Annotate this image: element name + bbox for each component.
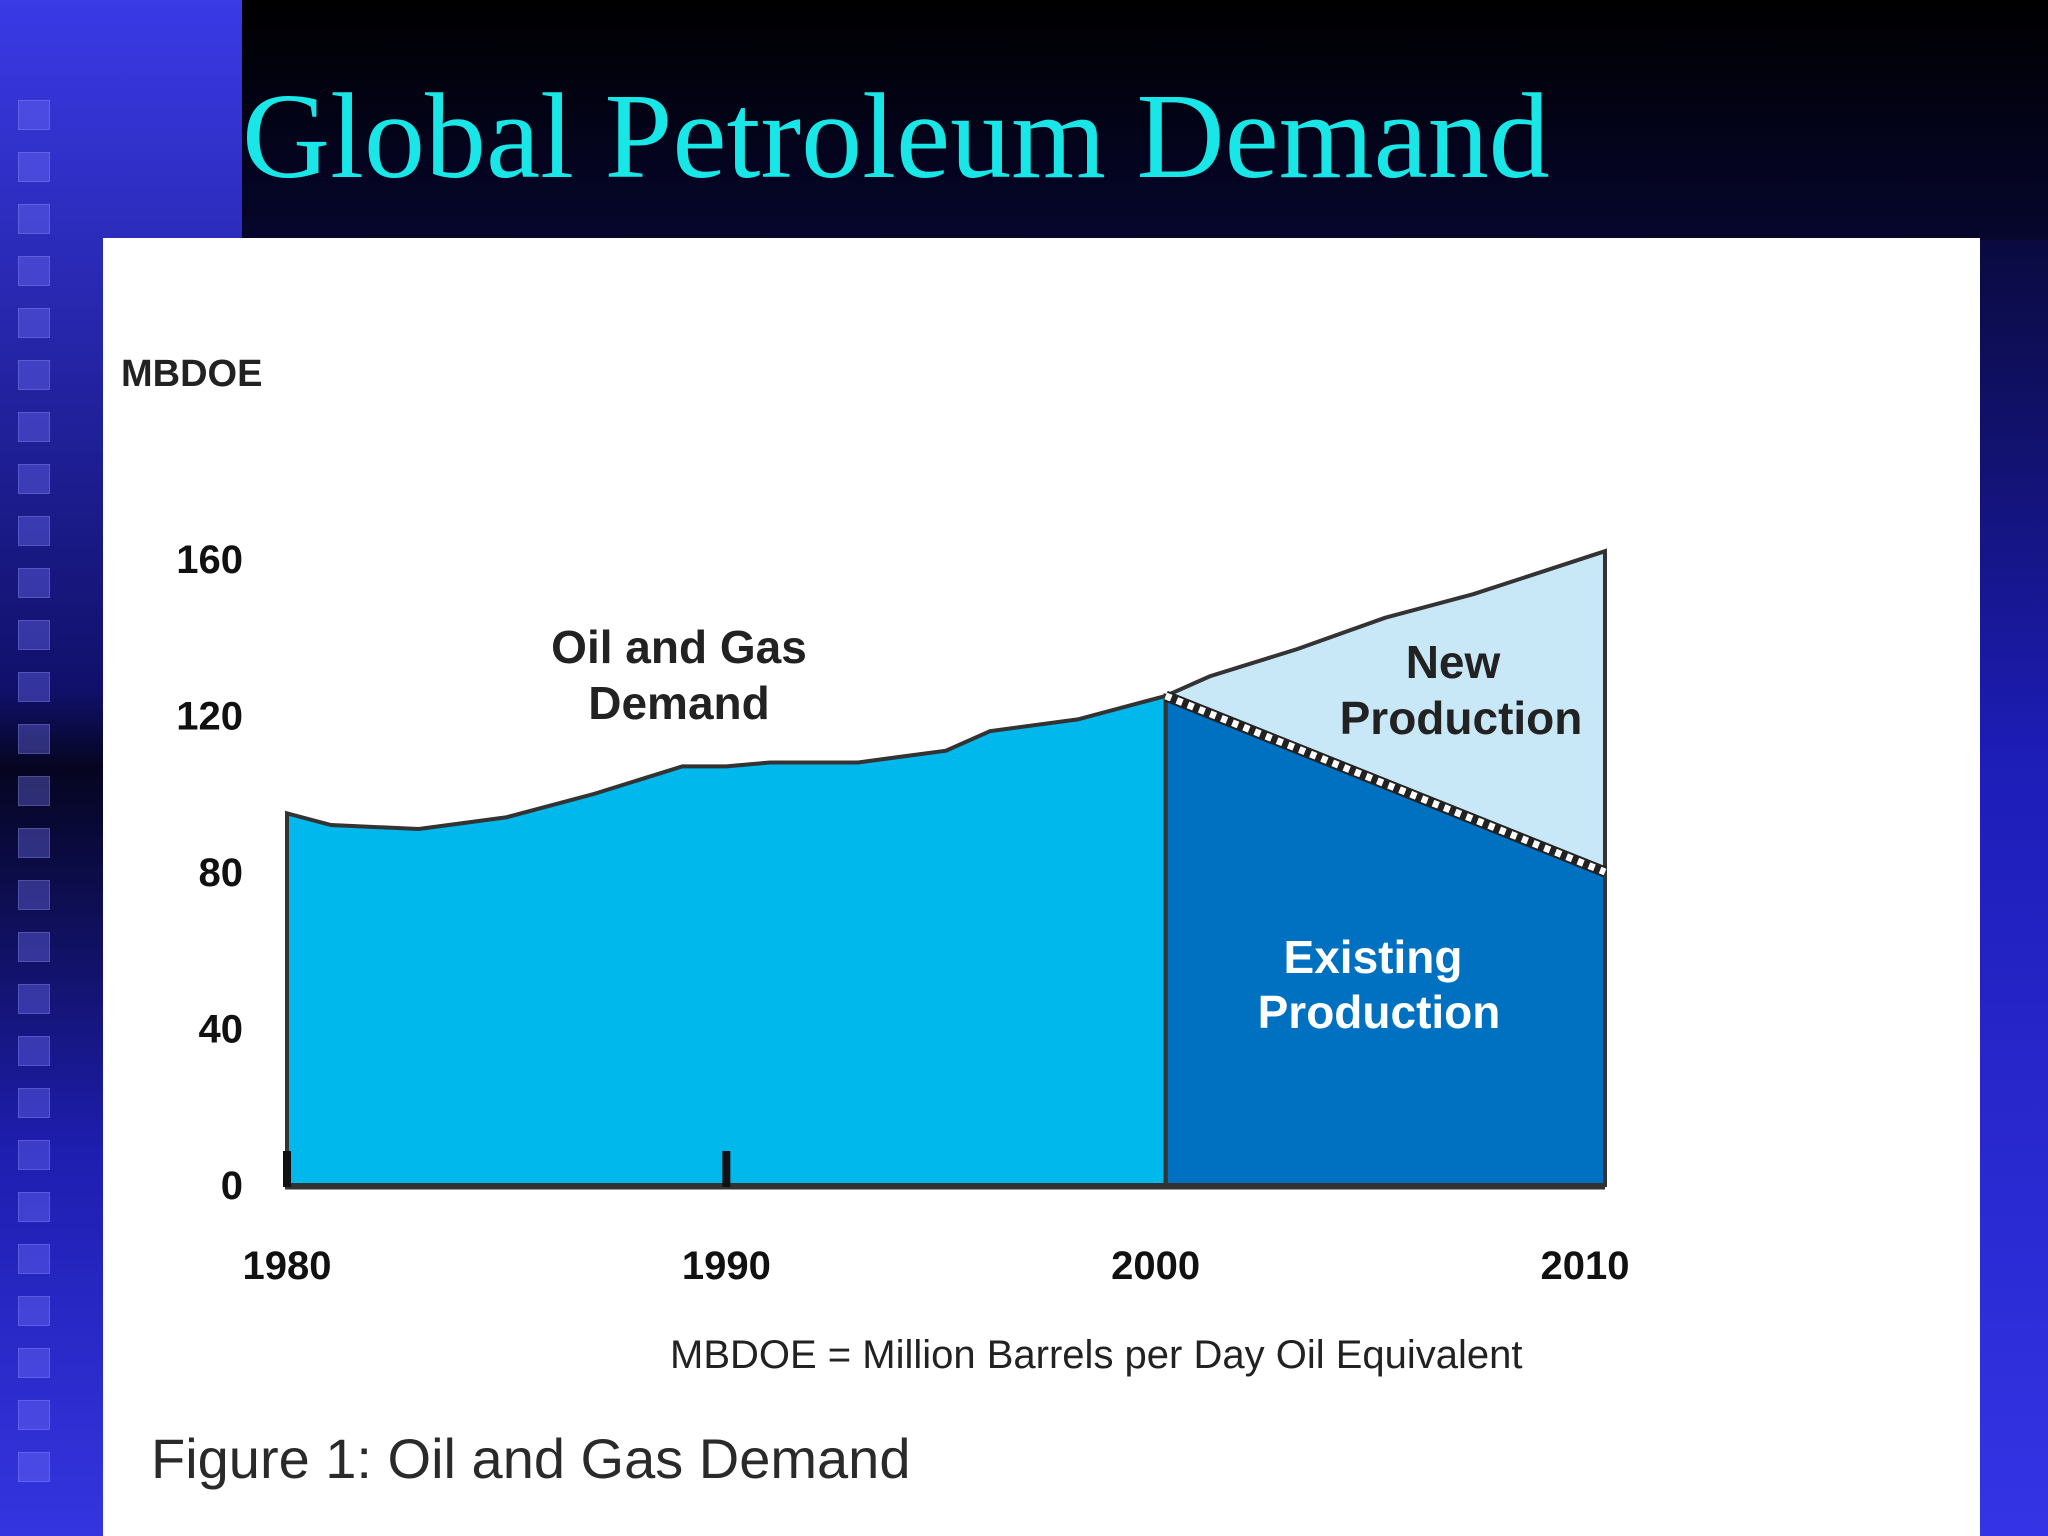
slide-title: Global Petroleum Demand: [242, 69, 1550, 204]
new-production-label-line-1: New: [1406, 636, 1501, 688]
figure-panel: MBDOE 0 40 80 120 160 1980 1990 2000 2010 Oil a…: [103, 238, 1980, 1536]
x-tick-labels: 1980 1990 2000 2010: [243, 1244, 1630, 1288]
y-tick-label: 120: [176, 695, 243, 739]
decorative-squares: [18, 100, 52, 1482]
existing-new-border-shadow: [1163, 690, 1608, 878]
x-tick-label: 2010: [1541, 1244, 1630, 1288]
y-tick-label: 0: [221, 1164, 243, 1208]
x-tick-label: 1990: [682, 1244, 771, 1288]
demand-label-line-1: Oil and Gas: [551, 621, 807, 673]
existing-production-label-line-2: Production: [1258, 986, 1501, 1038]
plot-areas: [285, 548, 1608, 1187]
right-decorative-strip: [1980, 240, 2048, 1536]
figure-caption: Figure 1: Oil and Gas Demand: [151, 1427, 910, 1490]
new-production-label-line-2: Production: [1340, 692, 1583, 744]
y-tick-labels: 0 40 80 120 160: [176, 538, 243, 1208]
y-tick-label: 80: [199, 851, 244, 895]
existing-production-label-line-1: Existing: [1284, 931, 1463, 983]
axes: [283, 1151, 1605, 1190]
demand-area: [285, 693, 1168, 1187]
area-chart: MBDOE 0 40 80 120 160 1980 1990 2000 2010 Oil a…: [121, 353, 1630, 1490]
unit-footnote: MBDOE = Million Barrels per Day Oil Equi…: [670, 1333, 1523, 1377]
x-tick-label: 1980: [243, 1244, 332, 1288]
y-tick-label: 160: [176, 538, 243, 582]
demand-label-line-2: Demand: [588, 677, 769, 729]
title-band: [242, 0, 2048, 240]
x-tick-label: 2000: [1111, 1244, 1200, 1288]
y-axis-unit-label: MBDOE: [121, 353, 262, 395]
y-tick-label: 40: [199, 1008, 244, 1052]
